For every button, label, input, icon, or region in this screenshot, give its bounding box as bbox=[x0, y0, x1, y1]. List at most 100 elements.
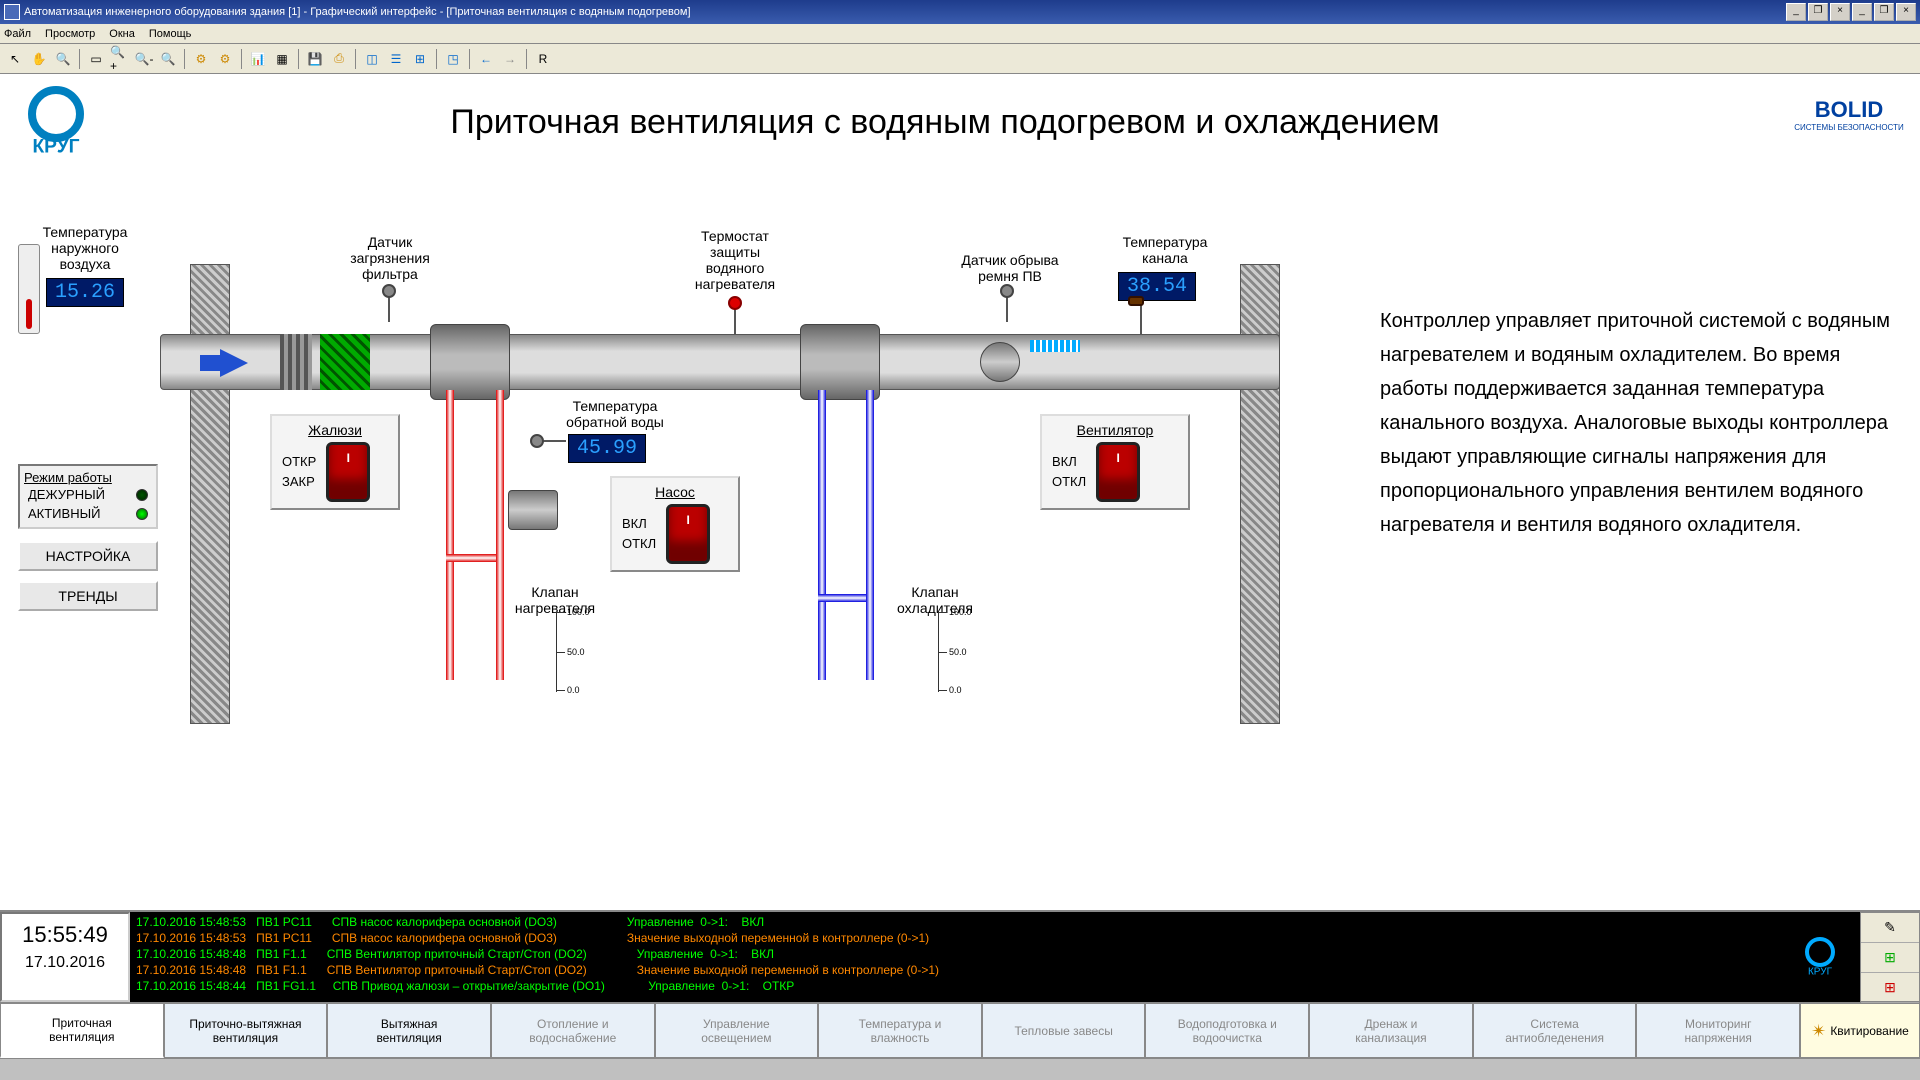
log-panel: 15:55:49 17.10.2016 17.10.2016 15:48:53 … bbox=[0, 910, 1920, 1002]
mode-active-label: АКТИВНЫЙ bbox=[28, 506, 100, 521]
description-text: Контроллер управляет приточной системой … bbox=[1380, 304, 1900, 542]
mini-logo: КРУГ bbox=[1780, 912, 1860, 1002]
layout-3-icon[interactable]: ⊞ bbox=[409, 48, 431, 70]
outdoor-temp-block: Температура наружного воздуха 15.26 bbox=[20, 224, 150, 307]
tab-temp-humidity[interactable]: Температура и влажность bbox=[818, 1003, 982, 1058]
heater-pipe-4 bbox=[496, 554, 504, 680]
tray-icon-1[interactable]: ✎ bbox=[1861, 913, 1919, 943]
louver-title: Жалюзи bbox=[282, 422, 388, 438]
wall-left bbox=[190, 264, 230, 724]
settings-button[interactable]: НАСТРОЙКА bbox=[18, 541, 158, 571]
statusbar bbox=[0, 1058, 1920, 1076]
cooler-chamber bbox=[800, 324, 880, 400]
log-line: 17.10.2016 15:48:48 ПВ1 F1.1 СПВ Вентиля… bbox=[136, 962, 1774, 978]
tray-icon-2[interactable]: ⊞ bbox=[1861, 943, 1919, 973]
tab-acknowledge[interactable]: ✴Квитирование bbox=[1800, 1003, 1920, 1058]
mode-panel: Режим работы ДЕЖУРНЫЙ АКТИВНЫЙ bbox=[18, 464, 158, 529]
back-icon[interactable]: ← bbox=[475, 48, 497, 70]
title-bar: Автоматизация инженерного оборудования з… bbox=[0, 0, 1920, 24]
heater-pipe-2 bbox=[496, 390, 504, 560]
tab-drainage[interactable]: Дренаж и канализация bbox=[1309, 1003, 1473, 1058]
tab-heating[interactable]: Отопление и водоснабжение bbox=[491, 1003, 655, 1058]
mode-standby-label: ДЕЖУРНЫЙ bbox=[28, 487, 105, 502]
filter-sensor-icon bbox=[382, 284, 396, 298]
log-line: 17.10.2016 15:48:53 ПВ1 PC11 СПВ насос к… bbox=[136, 930, 1774, 946]
layout-2-icon[interactable]: ☰ bbox=[385, 48, 407, 70]
zoom-icon[interactable]: 🔍 bbox=[52, 48, 74, 70]
window-icon[interactable]: ◳ bbox=[442, 48, 464, 70]
airflow-arrow-icon bbox=[220, 349, 248, 377]
maximize-inner-button[interactable]: ❐ bbox=[1808, 3, 1828, 21]
belt-sensor-label: Датчик обрыва ремня ПВ bbox=[950, 252, 1070, 284]
menu-help[interactable]: Помощь bbox=[149, 28, 192, 40]
log-line: 17.10.2016 15:48:48 ПВ1 F1.1 СПВ Вентиля… bbox=[136, 946, 1774, 962]
trends-button[interactable]: ТРЕНДЫ bbox=[18, 581, 158, 611]
nav-tabs: Приточная вентиляция Приточно-вытяжная в… bbox=[0, 1002, 1920, 1058]
tab-heat-curtains[interactable]: Тепловые завесы bbox=[982, 1003, 1146, 1058]
minimize-inner-button[interactable]: _ bbox=[1786, 3, 1806, 21]
event-log[interactable]: 17.10.2016 15:48:53 ПВ1 PC11 СПВ насос к… bbox=[130, 912, 1780, 1002]
fan-section bbox=[970, 334, 1090, 390]
tab-anti-ice[interactable]: Система антиобледенения bbox=[1473, 1003, 1637, 1058]
fan-switch[interactable] bbox=[1096, 442, 1140, 502]
outdoor-temp-value: 15.26 bbox=[46, 278, 124, 307]
clock-time: 15:55:49 bbox=[2, 922, 128, 948]
forward-icon[interactable]: → bbox=[499, 48, 521, 70]
clock-date: 17.10.2016 bbox=[2, 954, 128, 972]
tray-icon-3[interactable]: ⊞ bbox=[1861, 973, 1919, 1003]
close-button[interactable]: × bbox=[1896, 3, 1916, 21]
r-button[interactable]: R bbox=[532, 48, 554, 70]
app-icon bbox=[4, 4, 20, 20]
menu-file[interactable]: Файл bbox=[4, 28, 31, 40]
filter-sensor-label: Датчик загрязнения фильтра bbox=[340, 234, 440, 282]
heater-chamber bbox=[430, 324, 510, 400]
pump-title: Насос bbox=[622, 484, 728, 500]
layout-1-icon[interactable]: ◫ bbox=[361, 48, 383, 70]
channel-temp-label: Температура канала bbox=[1110, 234, 1220, 266]
minimize-button[interactable]: _ bbox=[1852, 3, 1872, 21]
zoom-out-icon[interactable]: 🔍- bbox=[133, 48, 155, 70]
return-temp-probe-icon bbox=[530, 434, 544, 448]
chart-icon[interactable]: 📊 bbox=[247, 48, 269, 70]
pointer-icon[interactable]: ↖ bbox=[4, 48, 26, 70]
tab-supply-vent[interactable]: Приточная вентиляция bbox=[0, 1003, 164, 1058]
menu-view[interactable]: Просмотр bbox=[45, 28, 95, 40]
active-led-icon bbox=[136, 508, 148, 520]
fit-icon[interactable]: ▭ bbox=[85, 48, 107, 70]
tab-lighting[interactable]: Управление освещением bbox=[655, 1003, 819, 1058]
tab-water-treatment[interactable]: Водоподготовка и водоочистка bbox=[1145, 1003, 1309, 1058]
louver-damper bbox=[280, 334, 312, 390]
fan-title: Вентилятор bbox=[1052, 422, 1178, 438]
wall-right bbox=[1240, 264, 1280, 724]
logo-left: КРУГ bbox=[16, 82, 96, 162]
save-icon[interactable]: 💾 bbox=[304, 48, 326, 70]
bottom-bar: 15:55:49 17.10.2016 17.10.2016 15:48:53 … bbox=[0, 910, 1920, 1080]
zoom-reset-icon[interactable]: 🔍 bbox=[157, 48, 179, 70]
tool-1-icon[interactable]: ⚙ bbox=[190, 48, 212, 70]
tab-voltage[interactable]: Мониторинг напряжения bbox=[1636, 1003, 1800, 1058]
cooler-pipe-1 bbox=[818, 390, 826, 680]
maximize-button[interactable]: ❐ bbox=[1874, 3, 1894, 21]
svg-text:КРУГ: КРУГ bbox=[1808, 967, 1833, 978]
louver-panel: Жалюзи ОТКРЗАКР bbox=[270, 414, 400, 510]
menu-windows[interactable]: Окна bbox=[109, 28, 135, 40]
close-inner-button[interactable]: × bbox=[1830, 3, 1850, 21]
pump-switch[interactable] bbox=[666, 504, 710, 564]
tool-2-icon[interactable]: ⚙ bbox=[214, 48, 236, 70]
fan-panel: Вентилятор ВКЛОТКЛ bbox=[1040, 414, 1190, 510]
tab-exhaust-vent[interactable]: Вытяжная вентиляция bbox=[327, 1003, 491, 1058]
menu-bar: Файл Просмотр Окна Помощь bbox=[0, 24, 1920, 44]
zoom-in-icon[interactable]: 🔍+ bbox=[109, 48, 131, 70]
hand-icon[interactable]: ✋ bbox=[28, 48, 50, 70]
standby-led-icon bbox=[136, 489, 148, 501]
tab-supply-exhaust[interactable]: Приточно-вытяжная вентиляция bbox=[164, 1003, 328, 1058]
hvac-diagram: Температура наружного воздуха 15.26 Режи… bbox=[0, 204, 1350, 844]
print-icon[interactable]: ⎙ bbox=[328, 48, 350, 70]
main-content: КРУГ Приточная вентиляция с водяным подо… bbox=[0, 74, 1920, 910]
louver-switch[interactable] bbox=[326, 442, 370, 502]
heater-pipe-1 bbox=[446, 390, 454, 680]
filter-element bbox=[320, 334, 370, 390]
table-icon[interactable]: ▦ bbox=[271, 48, 293, 70]
clock-panel: 15:55:49 17.10.2016 bbox=[0, 912, 130, 1002]
cooler-valve-scale: 100.0 50.0 0.0 bbox=[938, 612, 972, 692]
